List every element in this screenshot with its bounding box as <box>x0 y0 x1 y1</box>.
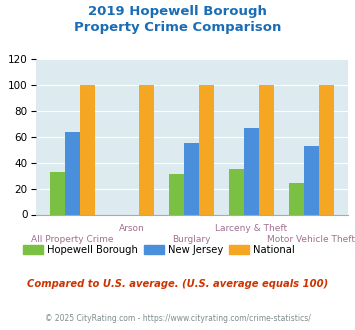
Bar <box>184 144 199 214</box>
Text: Larceny & Theft: Larceny & Theft <box>215 224 288 233</box>
Text: Compared to U.S. average. (U.S. average equals 100): Compared to U.S. average. (U.S. average … <box>27 279 328 289</box>
Text: All Property Crime: All Property Crime <box>31 235 113 244</box>
Bar <box>304 146 319 214</box>
Bar <box>80 85 94 214</box>
Bar <box>199 85 214 214</box>
Bar <box>319 85 334 214</box>
Bar <box>289 183 304 214</box>
Bar <box>65 132 80 214</box>
Text: © 2025 CityRating.com - https://www.cityrating.com/crime-statistics/: © 2025 CityRating.com - https://www.city… <box>45 314 310 323</box>
Legend: Hopewell Borough, New Jersey, National: Hopewell Borough, New Jersey, National <box>19 241 299 259</box>
Text: Property Crime Comparison: Property Crime Comparison <box>74 21 281 34</box>
Bar <box>229 169 244 214</box>
Text: Burglary: Burglary <box>173 235 211 244</box>
Bar <box>259 85 274 214</box>
Text: Motor Vehicle Theft: Motor Vehicle Theft <box>267 235 355 244</box>
Bar <box>140 85 154 214</box>
Bar <box>50 172 65 214</box>
Text: 2019 Hopewell Borough: 2019 Hopewell Borough <box>88 5 267 18</box>
Bar <box>169 175 184 215</box>
Bar <box>244 128 259 214</box>
Text: Arson: Arson <box>119 224 145 233</box>
